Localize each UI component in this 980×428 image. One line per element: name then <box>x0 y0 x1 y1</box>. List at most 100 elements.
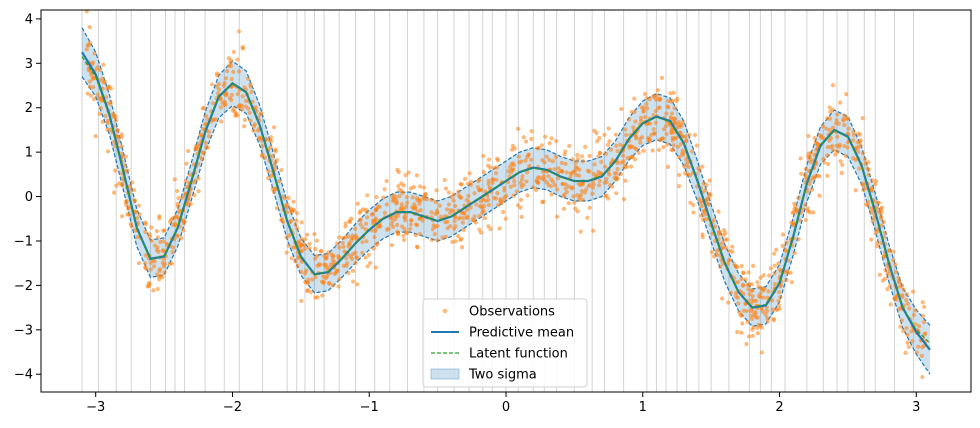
observation-point <box>920 313 926 318</box>
observation-point <box>452 219 457 224</box>
observation-point <box>127 184 132 189</box>
observation-point <box>885 271 890 277</box>
observation-point <box>641 105 647 110</box>
observation-point <box>813 174 818 179</box>
observation-point <box>401 233 406 238</box>
observation-point <box>678 142 683 147</box>
line-series <box>81 51 931 351</box>
observation-point <box>615 166 620 172</box>
observation-point <box>638 140 643 145</box>
observation-point <box>347 242 352 247</box>
observation-point <box>459 182 464 187</box>
observation-point <box>364 207 369 212</box>
observation-point <box>366 252 371 258</box>
observation-point <box>319 248 324 254</box>
observation-point <box>242 117 248 123</box>
observation-point <box>293 259 298 264</box>
observation-point <box>523 139 529 144</box>
observation-point <box>844 116 850 121</box>
observation-point <box>162 261 167 267</box>
observation-point <box>358 222 363 227</box>
observation-point <box>835 112 840 117</box>
observation-point <box>344 256 349 261</box>
observation-point <box>560 169 565 174</box>
observation-point <box>887 283 892 288</box>
observation-point <box>233 113 238 118</box>
observation-point <box>375 241 380 246</box>
observation-point <box>657 96 662 102</box>
observation-point <box>268 145 273 150</box>
observation-point <box>119 135 124 140</box>
observation-point <box>433 199 438 205</box>
observation-point <box>877 272 882 277</box>
observation-point <box>825 153 830 158</box>
y-tick-label: 2 <box>25 101 33 116</box>
observation-point <box>148 267 153 272</box>
observation-point <box>875 227 880 232</box>
observation-point <box>108 100 113 105</box>
observation-point <box>751 263 756 268</box>
observation-point <box>154 229 159 234</box>
observation-point <box>286 195 291 200</box>
observation-point <box>364 221 369 226</box>
observation-point <box>614 191 619 196</box>
observation-point <box>592 162 597 167</box>
observation-point <box>119 144 124 149</box>
observation-point <box>203 121 208 127</box>
observation-point <box>625 155 630 161</box>
observation-point <box>723 245 729 250</box>
observation-point <box>764 305 769 310</box>
observation-point <box>813 140 818 145</box>
observation-point <box>412 202 417 207</box>
observation-point <box>262 155 268 160</box>
observation-point <box>511 161 516 166</box>
observation-point <box>869 237 874 242</box>
observation-point <box>735 329 740 335</box>
observation-point <box>357 210 362 215</box>
observation-point <box>184 161 189 166</box>
observation-point <box>519 214 524 219</box>
observation-point <box>860 116 865 121</box>
observation-point <box>330 258 336 263</box>
observation-point <box>143 261 148 266</box>
observation-point <box>811 210 816 215</box>
observation-point <box>705 197 710 202</box>
legend-label: Two sigma <box>468 368 537 383</box>
observation-point <box>539 143 544 148</box>
observation-point <box>231 49 236 54</box>
observation-point <box>761 295 766 300</box>
observation-point <box>397 194 402 199</box>
observation-point <box>842 123 847 128</box>
observation-point <box>680 120 685 125</box>
observation-point <box>468 182 473 187</box>
observation-point <box>831 148 836 153</box>
observation-point <box>323 264 328 269</box>
observation-point <box>294 211 300 216</box>
observation-point <box>395 222 400 227</box>
observation-point <box>851 129 856 134</box>
observation-point <box>315 295 320 300</box>
observation-point <box>575 152 580 158</box>
observation-point <box>85 43 90 48</box>
observation-point <box>507 165 513 170</box>
observation-point <box>486 224 491 229</box>
observation-point <box>137 212 142 217</box>
observation-point <box>418 231 423 237</box>
observation-point <box>371 246 376 251</box>
observation-point <box>486 202 492 208</box>
observation-point <box>748 308 753 314</box>
observation-point <box>608 182 613 188</box>
observation-point <box>480 206 485 212</box>
observation-point <box>535 146 540 151</box>
observation-point <box>591 228 596 233</box>
observation-point <box>776 298 781 304</box>
observation-point <box>893 269 899 275</box>
observation-point <box>673 121 678 127</box>
observation-point <box>550 159 556 164</box>
observation-point <box>704 182 709 188</box>
observation-point <box>886 248 891 253</box>
observation-point <box>870 178 875 183</box>
observation-point <box>408 186 413 191</box>
observation-point <box>921 319 927 325</box>
observation-point <box>136 260 142 266</box>
